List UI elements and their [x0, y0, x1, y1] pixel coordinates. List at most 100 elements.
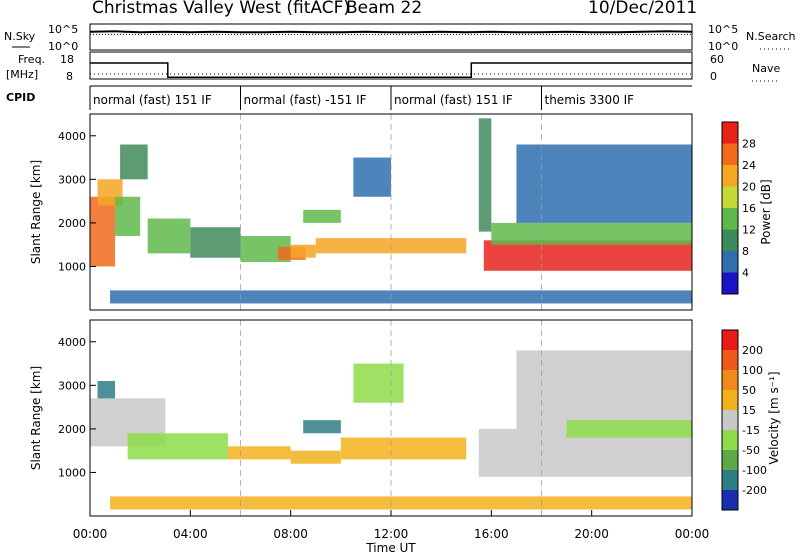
cpid-segment-label-1: normal (fast) -151 IF [244, 93, 367, 107]
power-colorbar-tick-2: 12 [742, 224, 756, 237]
power-colorbar-swatch-2 [722, 165, 738, 187]
power-colorbar-swatch-6 [722, 251, 738, 273]
power-ytick-label-3: 4000 [58, 130, 86, 143]
velocity-cell-7 [353, 363, 404, 403]
power-cell-12 [478, 118, 492, 232]
velocity-cell-2 [127, 433, 228, 460]
velocity-colorbar-swatch-6 [722, 450, 738, 470]
beam-label: Beam 22 [346, 0, 422, 18]
power-colorbar-tick-5: 24 [742, 159, 756, 172]
power-cell-8 [290, 244, 316, 258]
velocity-colorbar-swatch-2 [722, 370, 738, 390]
noise-left-bottom: 10^0 [48, 40, 78, 53]
velocity-cell-1 [97, 380, 116, 399]
power-colorbar-tick-6: 28 [742, 138, 756, 151]
x-tick-label-6: 00:00 [675, 527, 710, 541]
power-colorbar-swatch-4 [722, 208, 738, 230]
x-tick-label-3: 12:00 [374, 527, 409, 541]
power-cell-14 [491, 222, 692, 245]
velocity-colorbar-swatch-5 [722, 430, 738, 450]
freq-left-bottom: 8 [66, 70, 73, 83]
x-tick-label-4: 16:00 [474, 527, 509, 541]
noise-left-top: 10^5 [48, 23, 78, 36]
power-colorbar-label: Power [dB] [759, 179, 773, 244]
velocity-colorbar-swatch-1 [722, 350, 738, 370]
power-colorbar-tick-0: 4 [742, 267, 749, 280]
freq-panel-frame [89, 51, 693, 80]
power-cell-16 [110, 290, 693, 304]
noise-panel-frame [89, 23, 693, 51]
velocity-ytick-label-0: 1000 [58, 466, 86, 479]
velocity-cell-9 [516, 350, 692, 429]
freq-right-top: 60 [710, 53, 724, 66]
velocity-cell-11 [110, 496, 693, 510]
velocity-colorbar-swatch-8 [722, 490, 738, 510]
velocity-colorbar-tick-3: 15 [742, 404, 756, 417]
velocity-cell-5 [303, 420, 341, 434]
power-panel-frame [89, 113, 693, 311]
nsky-label: N.Sky [4, 30, 36, 43]
velocity-ytick-label-2: 3000 [58, 379, 86, 392]
velocity-colorbar-tick-5: -50 [742, 444, 760, 457]
x-tick-label-1: 04:00 [173, 527, 208, 541]
velocity-colorbar-tick-7: -200 [742, 484, 767, 497]
velocity-colorbar-swatch-3 [722, 390, 738, 410]
power-cell-15 [516, 144, 692, 223]
velocity-colorbar-swatch-7 [722, 470, 738, 490]
velocity-cell-4 [290, 450, 341, 464]
plot-title: Christmas Valley West (fitACF) [92, 0, 350, 18]
x-tick-label-2: 08:00 [273, 527, 308, 541]
power-cell-3 [120, 144, 148, 180]
power-ytick-label-2: 3000 [58, 173, 86, 186]
freq-label-line1: Freq. [18, 53, 45, 66]
power-colorbar-frame [721, 121, 739, 295]
velocity-colorbar-frame [721, 329, 739, 511]
velocity-colorbar-tick-6: -100 [742, 464, 767, 477]
freq-label-line2: [MHz] [6, 68, 38, 81]
power-colorbar-swatch-3 [722, 186, 738, 208]
velocity-colorbar-tick-1: 100 [742, 364, 763, 377]
power-cell-0 [90, 196, 116, 267]
power-cell-5 [190, 227, 241, 258]
x-tick-label-5: 20:00 [574, 527, 609, 541]
nave-label: Nave [752, 62, 780, 75]
velocity-colorbar-tick-2: 50 [742, 384, 756, 397]
power-cell-9 [303, 209, 341, 223]
velocity-colorbar-swatch-4 [722, 410, 738, 430]
velocity-colorbar-label: Velocity [m s⁻¹] [767, 371, 781, 464]
power-cell-11 [353, 157, 391, 197]
nsearch-label: N.Search [746, 30, 796, 43]
power-colorbar-tick-3: 16 [742, 202, 756, 215]
velocity-colorbar-tick-0: 200 [742, 344, 763, 357]
velocity-cell-6 [340, 437, 467, 460]
velocity-colorbar-swatch-0 [722, 330, 738, 350]
cpid-label: CPID [6, 91, 35, 104]
power-colorbar-tick-1: 8 [742, 245, 749, 258]
date-label: 10/Dec/2011 [588, 0, 697, 18]
power-ytick-label-0: 1000 [58, 260, 86, 273]
velocity-cell-3 [227, 446, 291, 460]
power-cell-13 [483, 240, 692, 271]
velocity-ytick-label-1: 2000 [58, 423, 86, 436]
x-tick-label-0: 00:00 [73, 527, 108, 541]
cpid-segment-label-2: normal (fast) 151 IF [394, 93, 513, 107]
freq-series-0 [90, 62, 692, 79]
cpid-segment-label-0: normal (fast) 151 IF [93, 93, 212, 107]
power-cell-4 [147, 218, 191, 254]
cpid-segment-label-3: themis 3300 IF [545, 93, 635, 107]
noise-right-bottom: 10^0 [708, 40, 738, 53]
velocity-ytick-label-3: 4000 [58, 336, 86, 349]
power-colorbar-tick-4: 20 [742, 181, 756, 194]
freq-right-bottom: 0 [710, 70, 717, 83]
power-ytick-label-1: 2000 [58, 217, 86, 230]
velocity-ylabel: Slant Range [km] [29, 366, 43, 470]
power-cell-2 [115, 196, 141, 236]
power-colorbar-swatch-5 [722, 229, 738, 251]
power-colorbar-swatch-7 [722, 272, 738, 294]
velocity-cell-10 [566, 420, 692, 438]
velocity-colorbar-tick-4: -15 [742, 424, 760, 437]
x-axis-label: Time UT [365, 541, 416, 554]
power-colorbar-swatch-1 [722, 143, 738, 165]
noise-series-0 [89, 30, 693, 34]
